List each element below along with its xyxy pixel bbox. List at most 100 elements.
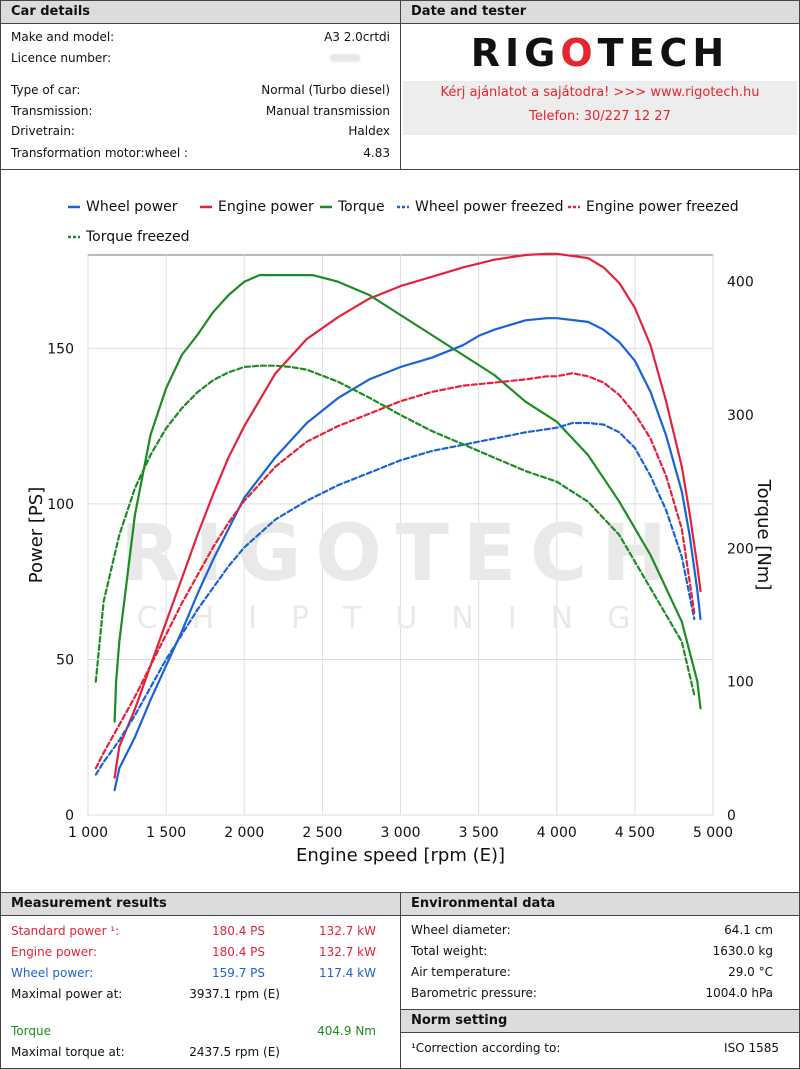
rigotech-logo: RIGOTECH — [401, 31, 799, 75]
y2-tick-label: 300 — [727, 408, 754, 424]
legend-swatch — [68, 205, 80, 209]
car-details-panel: Car details Make and model: A3 2.0crtdi … — [0, 0, 401, 170]
measurement-panel: Measurement results Standard power ¹: 18… — [0, 892, 401, 1069]
norm-row: ¹Correction according to: ISO 1585 — [411, 1038, 789, 1058]
max-torque-value: 2437.5 rpm (E) — [189, 1045, 280, 1059]
x-tick-label: 5 000 — [693, 825, 733, 841]
y2-axis-title: Torque [Nm] — [753, 479, 774, 591]
car-type-label: Type of car: — [11, 83, 81, 97]
series-line-torque — [113, 273, 702, 723]
legend-item-engine-power-freezed: Engine power freezed — [568, 197, 739, 217]
legend-swatch — [68, 235, 80, 239]
drivetrain-value: Haldex — [348, 124, 390, 138]
norm-panel: Norm setting ¹Correction according to: I… — [400, 1009, 800, 1069]
watermark-logo: RIGOTECH — [120, 509, 680, 599]
x-tick-label: 4 500 — [615, 825, 655, 841]
date-tester-panel: Date and tester RIGOTECH Kérj ajánlatot … — [400, 0, 800, 170]
y-tick-label: 0 — [65, 808, 74, 824]
measurement-header: Measurement results — [1, 893, 400, 916]
total-weight-label: Total weight: — [411, 944, 488, 958]
drivetrain-row: Drivetrain: Haldex — [11, 122, 390, 140]
wheel-power-label: Wheel power: — [11, 966, 94, 980]
transmission-value: Manual transmission — [265, 104, 390, 118]
car-type-row: Type of car: Normal (Turbo diesel) — [11, 81, 390, 99]
norm-value: ISO 1585 — [724, 1041, 779, 1055]
legend-label: Torque freezed — [86, 229, 190, 245]
engine-power-ps: 180.4 PS — [211, 945, 265, 959]
make-model-row: Make and model: A3 2.0crtdi — [11, 28, 390, 46]
y2-tick-label: 0 — [727, 808, 736, 824]
x-tick-label: 3 500 — [459, 825, 499, 841]
torque-value: 404.9 Nm — [317, 1024, 376, 1038]
legend-item-wheel-power: Wheel power — [68, 197, 178, 217]
x-tick-label: 2 000 — [224, 825, 264, 841]
y2-tick-label: 200 — [727, 541, 754, 557]
logo-text-right: TECH — [597, 31, 730, 75]
total-weight-value: 1630.0 kg — [712, 944, 773, 958]
ratio-row: Transformation motor:wheel : 4.83 — [11, 144, 390, 162]
x-tick-label: 1 500 — [146, 825, 186, 841]
max-power-row: Maximal power at: 3937.1 rpm (E) — [11, 984, 390, 1004]
legend-label: Torque — [338, 199, 385, 215]
make-model-label: Make and model: — [11, 30, 115, 44]
max-torque-label: Maximal torque at: — [11, 1045, 125, 1059]
y2-tick-label: 400 — [727, 275, 754, 291]
engine-power-label: Engine power: — [11, 945, 97, 959]
standard-power-label: Standard power ¹: — [11, 924, 120, 938]
transmission-label: Transmission: — [11, 104, 93, 118]
engine-power-kw: 132.7 kW — [319, 945, 376, 959]
pressure-row: Barometric pressure: 1004.0 hPa — [411, 983, 789, 1003]
x-tick-label: 3 000 — [380, 825, 420, 841]
licence-row: Licence number: — [11, 49, 390, 67]
series-line-wheel-power — [113, 317, 702, 792]
logo-text-left: RIG — [470, 31, 561, 75]
series-line-wheel-power-freezed — [94, 421, 696, 776]
pressure-value: 1004.0 hPa — [705, 986, 773, 1000]
make-model-value: A3 2.0crtdi — [324, 30, 390, 44]
y-tick-label: 50 — [56, 652, 74, 668]
wheel-diameter-value: 64.1 cm — [724, 923, 773, 937]
promo-line-phone: Telefon: 30/227 12 27 — [529, 109, 671, 124]
torque-label: Torque — [11, 1024, 51, 1038]
y-axis-title: Power [PS] — [26, 487, 47, 583]
logo-text-o: O — [560, 31, 598, 75]
car-details-header: Car details — [1, 1, 400, 24]
standard-power-kw: 132.7 kW — [319, 924, 376, 938]
standard-power-row: Standard power ¹: 180.4 PS 132.7 kW — [11, 921, 390, 941]
wheel-power-row: Wheel power: 159.7 PS 117.4 kW — [11, 963, 390, 983]
drivetrain-label: Drivetrain: — [11, 124, 75, 138]
legend-label: Engine power freezed — [586, 199, 739, 215]
watermark-subtitle: CHIPTUNING — [137, 601, 665, 636]
date-tester-header: Date and tester — [401, 1, 799, 24]
legend-item-engine-power: Engine power — [200, 197, 314, 217]
wheel-power-kw: 117.4 kW — [319, 966, 376, 980]
licence-value-redacted — [330, 49, 360, 67]
air-temperature-row: Air temperature: 29.0 °C — [411, 962, 789, 982]
wheel-diameter-row: Wheel diameter: 64.1 cm — [411, 920, 789, 940]
total-weight-row: Total weight: 1630.0 kg — [411, 941, 789, 961]
wheel-power-ps: 159.7 PS — [211, 966, 265, 980]
transmission-row: Transmission: Manual transmission — [11, 102, 390, 120]
legend-label: Wheel power — [86, 199, 178, 215]
air-temperature-value: 29.0 °C — [728, 965, 773, 979]
promo-line-offer: Kérj ajánlatot a sajátodra! >>> www.rigo… — [440, 85, 760, 100]
legend-label: Wheel power freezed — [415, 199, 564, 215]
legend-swatch — [568, 205, 580, 209]
legend-label: Engine power — [218, 199, 314, 215]
series-line-torque-freezed — [94, 364, 696, 697]
ratio-label: Transformation motor:wheel : — [11, 146, 189, 160]
air-temperature-label: Air temperature: — [411, 965, 511, 979]
max-power-value: 3937.1 rpm (E) — [189, 987, 280, 1001]
legend-swatch — [397, 205, 409, 209]
y-tick-label: 150 — [47, 341, 74, 357]
x-tick-label: 2 500 — [302, 825, 342, 841]
standard-power-ps: 180.4 PS — [211, 924, 265, 938]
norm-header: Norm setting — [401, 1010, 799, 1033]
legend-swatch — [200, 205, 212, 209]
max-torque-row: Maximal torque at: 2437.5 rpm (E) — [11, 1042, 390, 1062]
licence-label: Licence number: — [11, 51, 112, 65]
x-axis-title: Engine speed [rpm (E)] — [296, 845, 505, 866]
y2-tick-label: 100 — [727, 675, 754, 691]
x-tick-label: 4 000 — [537, 825, 577, 841]
